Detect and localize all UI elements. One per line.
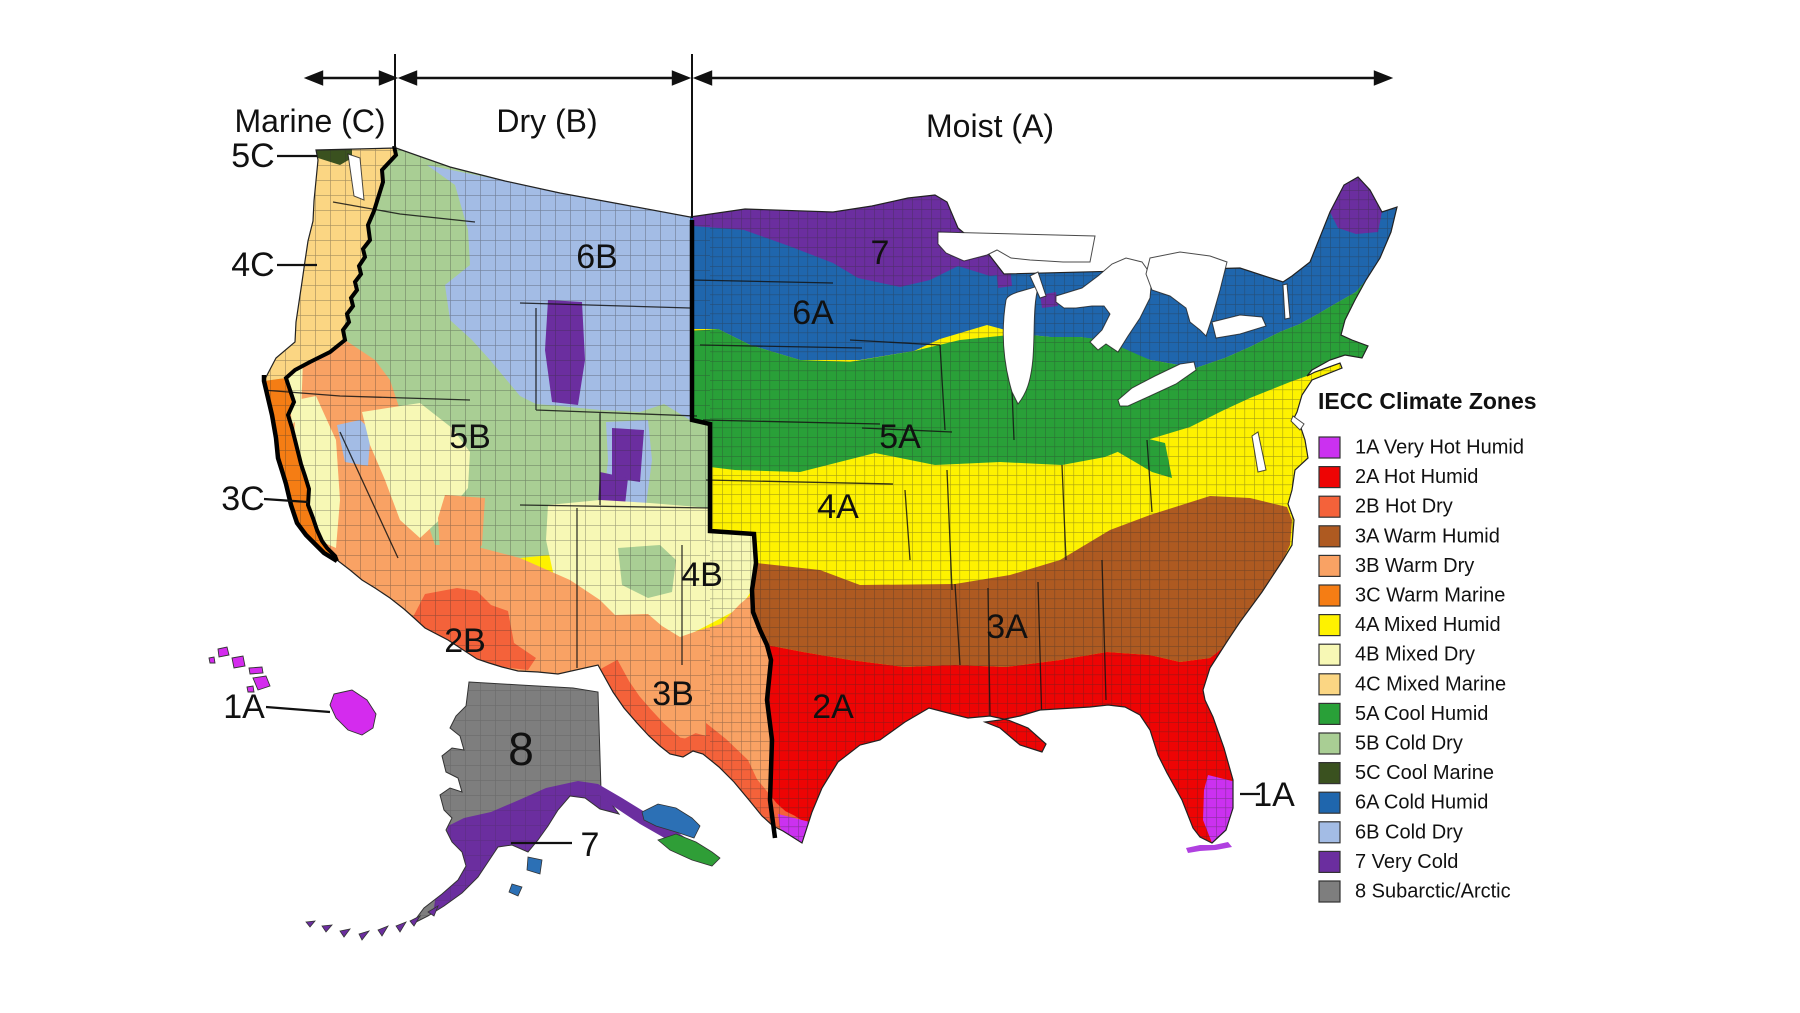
svg-text:4B: 4B (681, 556, 723, 594)
svg-text:6A: 6A (792, 294, 834, 332)
svg-text:Moist (A): Moist (A) (926, 108, 1054, 144)
svg-text:5C Cool Marine: 5C Cool Marine (1355, 762, 1494, 784)
svg-text:1A: 1A (1253, 776, 1295, 814)
svg-text:1A: 1A (223, 688, 265, 726)
svg-text:2B Hot Dry: 2B Hot Dry (1355, 496, 1453, 518)
svg-text:7: 7 (581, 826, 600, 864)
svg-text:5A: 5A (879, 418, 921, 456)
svg-text:8: 8 (508, 723, 534, 775)
svg-text:7 Very Cold: 7 Very Cold (1355, 851, 1458, 873)
svg-text:3A Warm Humid: 3A Warm Humid (1355, 525, 1500, 547)
svg-text:IECC Climate Zones: IECC Climate Zones (1318, 388, 1537, 414)
svg-text:3C: 3C (221, 480, 264, 518)
svg-text:3B: 3B (652, 675, 694, 713)
svg-text:2A Hot Humid: 2A Hot Humid (1355, 466, 1478, 488)
svg-text:4C: 4C (231, 246, 274, 284)
svg-text:4C Mixed Marine: 4C Mixed Marine (1355, 673, 1506, 695)
svg-text:1A Very Hot Humid: 1A Very Hot Humid (1355, 437, 1524, 459)
svg-text:3B Warm Dry: 3B Warm Dry (1355, 555, 1474, 577)
svg-text:3C Warm Marine: 3C Warm Marine (1355, 585, 1505, 607)
svg-text:4A: 4A (817, 488, 859, 526)
svg-text:6A Cold Humid: 6A Cold Humid (1355, 792, 1488, 814)
svg-text:5A Cool Humid: 5A Cool Humid (1355, 703, 1488, 725)
svg-text:6B Cold Dry: 6B Cold Dry (1355, 821, 1463, 843)
svg-text:2A: 2A (812, 688, 854, 726)
svg-text:4B Mixed Dry: 4B Mixed Dry (1355, 644, 1475, 666)
svg-text:3A: 3A (986, 608, 1028, 646)
svg-text:5C: 5C (231, 137, 274, 175)
svg-text:8 Subarctic/Arctic: 8 Subarctic/Arctic (1355, 881, 1511, 903)
svg-text:Dry (B): Dry (B) (496, 103, 597, 139)
svg-text:4A Mixed Humid: 4A Mixed Humid (1355, 614, 1501, 636)
svg-text:2B: 2B (444, 622, 486, 660)
svg-text:5B Cold Dry: 5B Cold Dry (1355, 733, 1463, 755)
svg-text:5B: 5B (449, 418, 491, 456)
svg-text:7: 7 (871, 234, 890, 272)
svg-text:Marine (C): Marine (C) (234, 103, 385, 139)
svg-text:6B: 6B (576, 238, 618, 276)
